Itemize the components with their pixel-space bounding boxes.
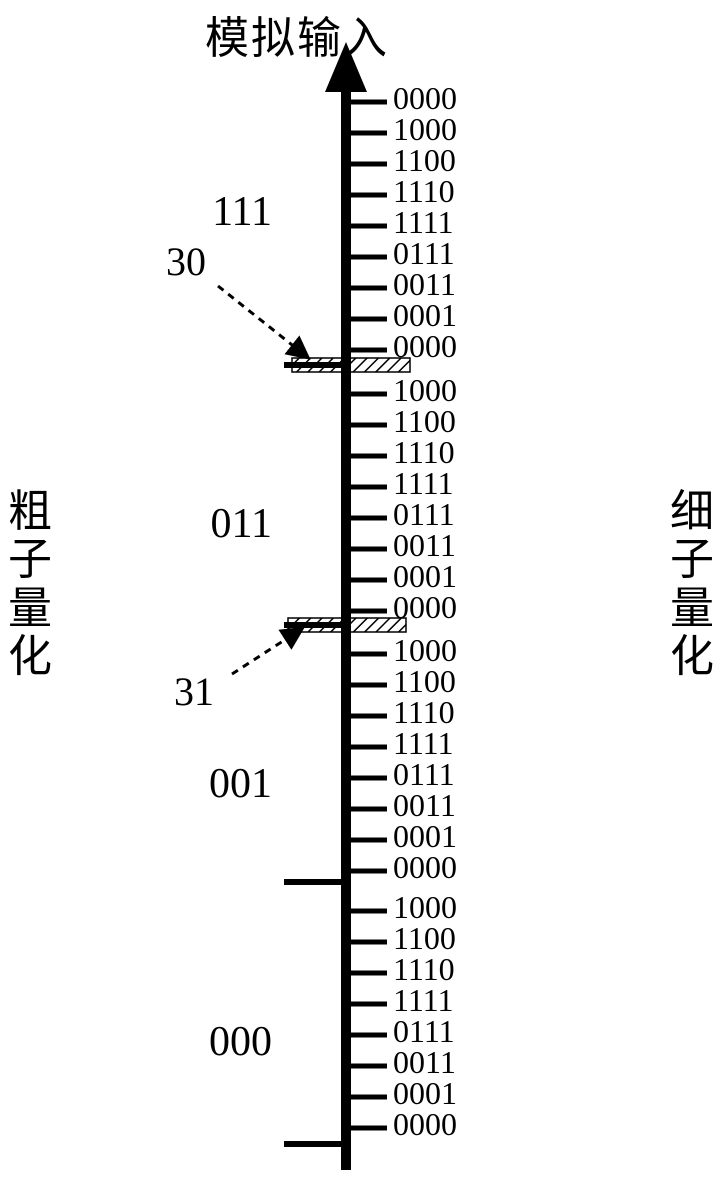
reference-number: 31 — [174, 668, 214, 715]
fine-code-label: 0000 — [393, 328, 457, 365]
coarse-code-label: 000 — [182, 1018, 272, 1066]
fine-code-label: 0000 — [393, 1106, 457, 1143]
diagram-container: 模拟输入 粗子量化 细子量化 1110110010000000100011001… — [0, 0, 727, 1196]
coarse-code-label: 111 — [182, 188, 272, 236]
diagram-svg — [0, 0, 727, 1196]
coarse-code-label: 001 — [182, 760, 272, 808]
reference-number: 30 — [166, 238, 206, 285]
fine-code-label: 0000 — [393, 589, 457, 626]
coarse-code-label: 011 — [182, 500, 272, 548]
fine-code-label: 0000 — [393, 849, 457, 886]
